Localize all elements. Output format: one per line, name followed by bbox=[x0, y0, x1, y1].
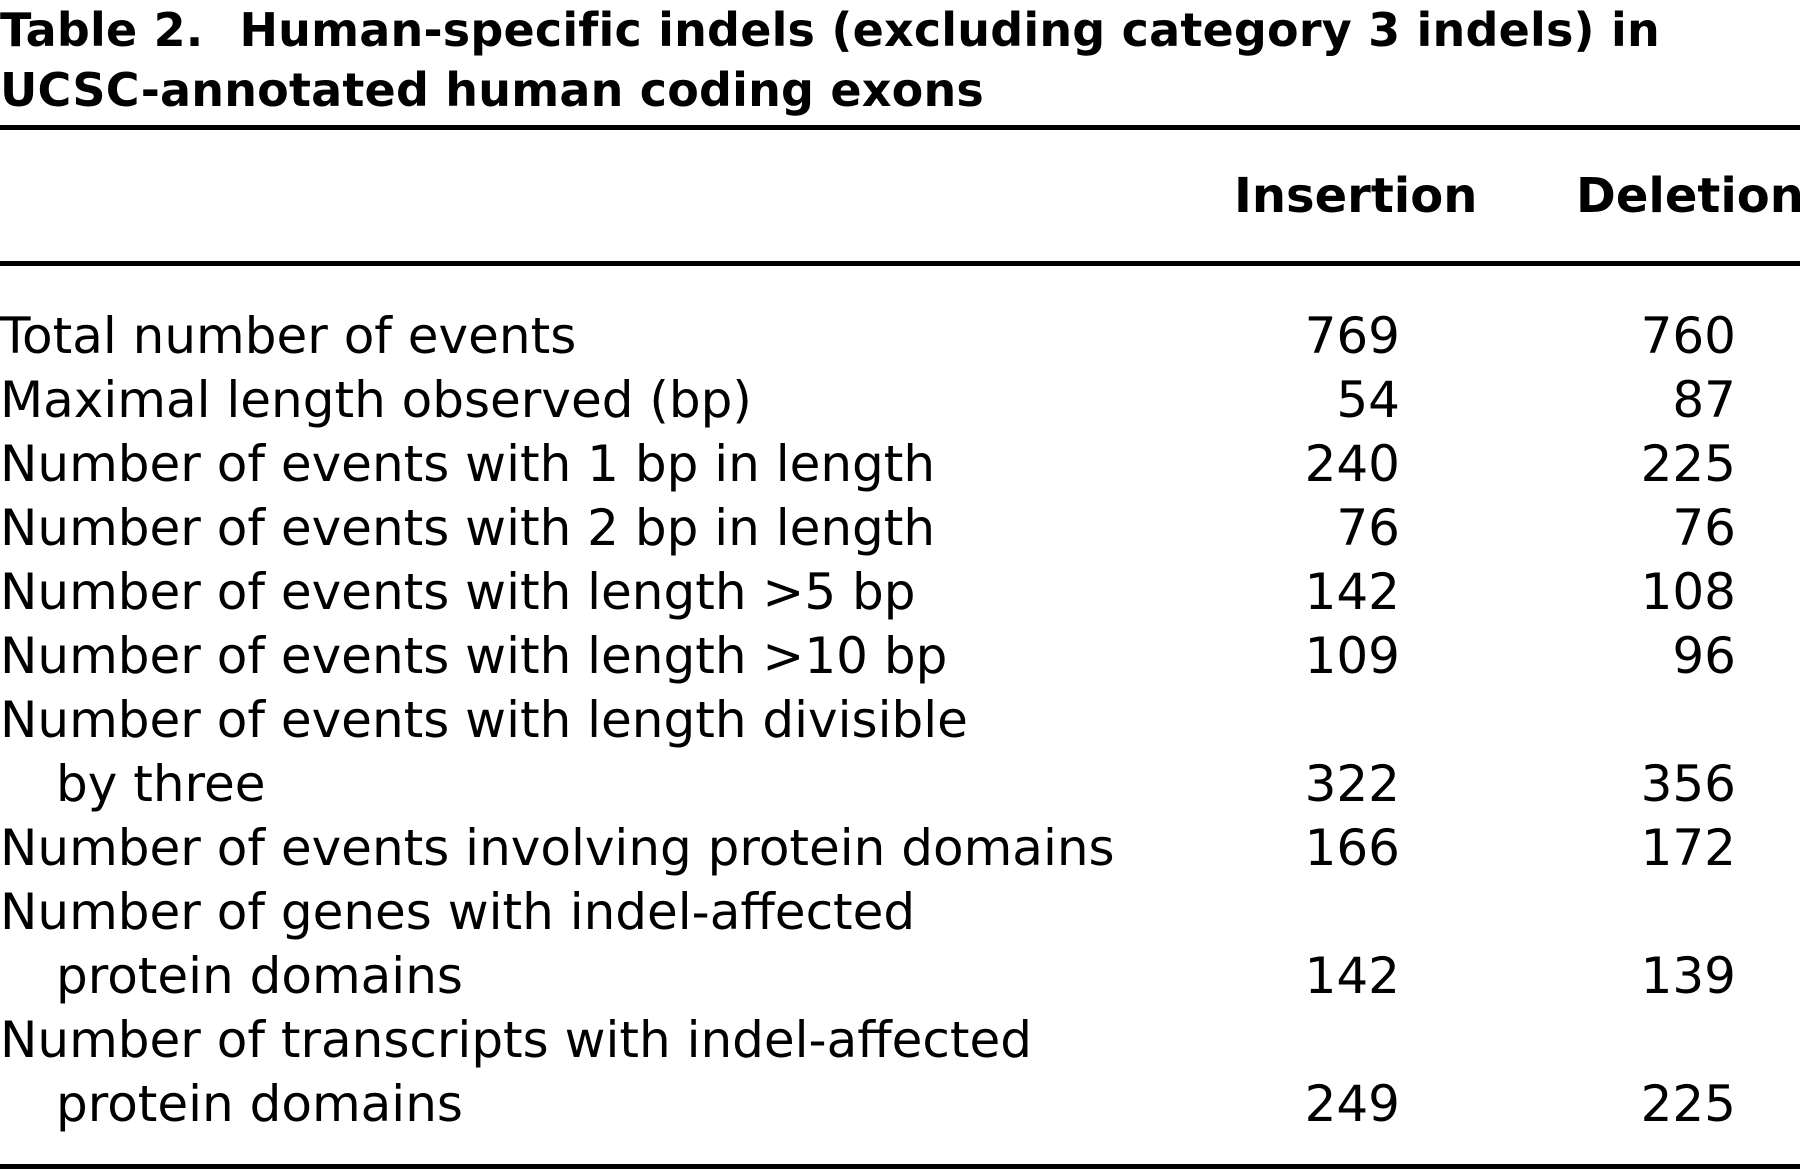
table-row: Number of events with 1 bp in length 240… bbox=[0, 432, 1800, 496]
row-label-continuation: protein domains bbox=[56, 947, 463, 1005]
table-row: Number of events with length >10 bp 109 … bbox=[0, 624, 1800, 688]
row-label: Number of events with 2 bp in length bbox=[0, 499, 936, 557]
table-row: Number of events involving protein domai… bbox=[0, 816, 1800, 880]
insertion-value: 54 bbox=[1336, 371, 1400, 429]
row-label-continuation: by three bbox=[56, 755, 266, 813]
row-label: Number of events with 1 bp in length bbox=[0, 435, 936, 493]
row-label: Number of events with length divisible bbox=[0, 691, 968, 749]
deletion-value: 172 bbox=[1640, 819, 1736, 877]
insertion-value: 240 bbox=[1304, 435, 1400, 493]
insertion-value: 109 bbox=[1304, 627, 1400, 685]
row-label: Maximal length observed (bp) bbox=[0, 371, 752, 429]
deletion-value: 87 bbox=[1672, 371, 1736, 429]
insertion-value: 142 bbox=[1304, 947, 1400, 1005]
table-row: Maximal length observed (bp) 54 87 bbox=[0, 368, 1800, 432]
row-label-continuation: protein domains bbox=[56, 1075, 463, 1133]
caption-line-1: Table 2. Human-specific indels (excluding… bbox=[0, 0, 1790, 60]
row-label: Number of events involving protein domai… bbox=[0, 819, 1115, 877]
insertion-value: 166 bbox=[1304, 819, 1400, 877]
table-caption: Table 2. Human-specific indels (excluding… bbox=[0, 0, 1790, 120]
table-row: Number of events with length divisible b… bbox=[0, 688, 1800, 816]
table-title-line-2: UCSC-annotated human coding exons bbox=[0, 63, 984, 117]
deletion-value: 225 bbox=[1640, 1075, 1736, 1133]
table-row: Total number of events 769 760 bbox=[0, 304, 1800, 368]
insertion-column-header: Insertion bbox=[1234, 168, 1478, 224]
table-body: Total number of events 769 760 Maximal l… bbox=[0, 304, 1800, 1136]
insertion-value: 769 bbox=[1304, 307, 1400, 365]
deletion-column-header: Deletion bbox=[1576, 168, 1800, 224]
row-label: Total number of events bbox=[0, 307, 577, 365]
deletion-value: 108 bbox=[1640, 563, 1736, 621]
table-number: Table 2. bbox=[0, 3, 204, 57]
deletion-value: 225 bbox=[1640, 435, 1736, 493]
header-rule bbox=[0, 261, 1800, 266]
row-label: Number of events with length >10 bp bbox=[0, 627, 948, 685]
insertion-value: 249 bbox=[1304, 1075, 1400, 1133]
row-label: Number of events with length >5 bp bbox=[0, 563, 916, 621]
table-row: Number of transcripts with indel-affecte… bbox=[0, 1008, 1800, 1136]
bottom-rule bbox=[0, 1164, 1800, 1169]
row-label: Number of genes with indel-affected bbox=[0, 883, 916, 941]
table-title-line-1: Human-specific indels (excluding categor… bbox=[239, 3, 1660, 57]
table-row: Number of genes with indel-affected prot… bbox=[0, 880, 1800, 1008]
deletion-value: 760 bbox=[1640, 307, 1736, 365]
table-row: Number of events with 2 bp in length 76 … bbox=[0, 496, 1800, 560]
row-label: Number of transcripts with indel-affecte… bbox=[0, 1011, 1033, 1069]
deletion-value: 76 bbox=[1672, 499, 1736, 557]
deletion-value: 356 bbox=[1640, 755, 1736, 813]
insertion-value: 142 bbox=[1304, 563, 1400, 621]
deletion-value: 139 bbox=[1640, 947, 1736, 1005]
top-rule bbox=[0, 125, 1800, 130]
insertion-value: 322 bbox=[1304, 755, 1400, 813]
table-row: Number of events with length >5 bp 142 1… bbox=[0, 560, 1800, 624]
insertion-value: 76 bbox=[1336, 499, 1400, 557]
deletion-value: 96 bbox=[1672, 627, 1736, 685]
